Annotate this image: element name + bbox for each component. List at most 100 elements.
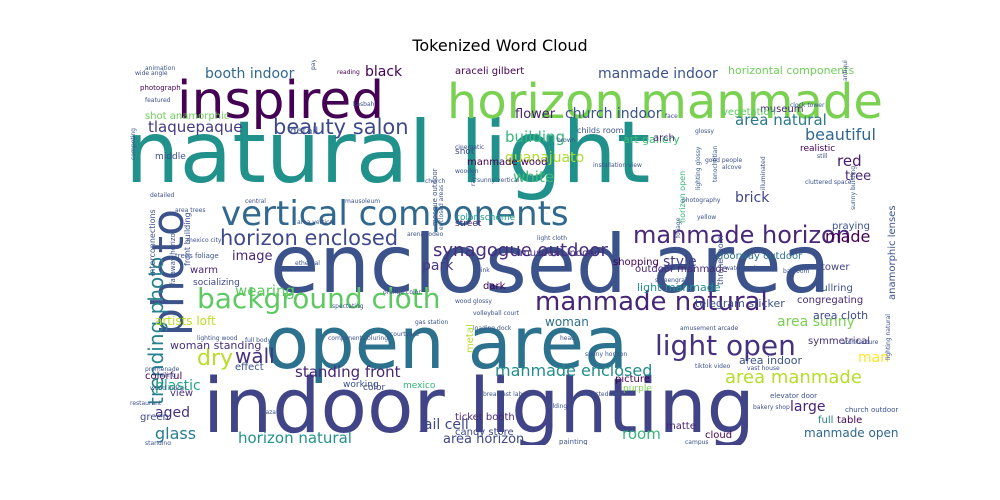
word-white: white	[513, 168, 554, 186]
word-shot-anamorphic: shot anamorphic	[145, 111, 229, 122]
word-gas-station: gas station	[415, 319, 448, 326]
word-horizontal-components: horizontal components	[728, 64, 855, 77]
word-trees-foliage: trees foliage	[175, 252, 219, 260]
word-background-cloth: background cloth	[197, 282, 441, 315]
word-colorful: colorful	[145, 371, 182, 382]
word-sunny-horizon: sunny horizon	[585, 351, 627, 358]
word-ballroom: ballroom	[783, 268, 809, 275]
word-breakfast-lab: breakfast lab	[483, 391, 523, 398]
word-matte: matte	[666, 421, 696, 432]
word-outdoor-manmade: outdoor manmade	[635, 264, 728, 275]
word-amusement-arcade: amusement arcade	[680, 325, 739, 332]
chart-title: Tokenized Word Cloud	[412, 36, 588, 55]
word-kasbah: kasbah	[353, 101, 375, 108]
word-sunny-vertical: sunny vertical	[477, 177, 520, 184]
word-cinematic: cinematic	[455, 144, 484, 151]
word-light-manmade: light manmade	[637, 281, 721, 294]
word-picture: picture	[615, 374, 650, 385]
word-socializing: socializing	[193, 278, 240, 288]
word-restaurant: restaurant	[130, 400, 162, 407]
word-water-park: water park	[725, 265, 758, 272]
word-middle: middle	[155, 152, 186, 162]
word-bakery-shop: bakery shop	[753, 404, 790, 411]
word-sunny-building: sunny building	[850, 166, 857, 210]
word-full: full	[818, 415, 833, 426]
word-clock-tower: clock tower	[790, 102, 825, 109]
word-detailed: detailed	[150, 192, 175, 199]
word-museum-indoor: museum indoor	[520, 248, 599, 259]
word-green: green	[140, 412, 169, 423]
word-tlaquepaque: tlaquepaque	[148, 118, 242, 136]
word-detail: detail	[290, 126, 318, 137]
word-trending-photo: trending photo	[144, 257, 168, 405]
word-tower: tower	[821, 262, 850, 273]
word-praying: praying	[832, 221, 870, 232]
word-spectating: spectating	[332, 303, 364, 310]
word-manmade-enclosed: manmade enclosed	[495, 361, 652, 380]
word-manmade-open: manmade open	[804, 426, 898, 440]
word-arch: arch	[653, 133, 675, 144]
word-synagogue-outdoor: synagogue outdoor	[433, 240, 608, 261]
word-woman-standing: woman standing	[170, 339, 261, 352]
word-holding: holding	[545, 403, 567, 410]
word-photo: photo	[143, 209, 194, 336]
word-wearing: wearing	[235, 282, 295, 300]
word-style: style	[663, 254, 697, 270]
word-mosque-outdoor: mosque outdoor	[431, 168, 439, 226]
word-wood-glossy: wood glossy	[455, 298, 492, 305]
word-competing: competing	[130, 128, 137, 160]
word-shot: shot	[455, 147, 475, 157]
word-pink: pink	[477, 267, 490, 274]
word-tiktok-video: tiktok video	[695, 363, 731, 370]
word-antiquity: antiquity	[842, 60, 849, 81]
word-room: room	[622, 425, 661, 443]
word-brick: brick	[735, 190, 770, 206]
word-tenochtitlan: tenochtitlan	[712, 146, 719, 182]
word-good-people: good people	[705, 157, 743, 164]
word-featured: featured	[145, 97, 171, 104]
word-light-cloth: light cloth	[537, 235, 567, 242]
word-enclosed-areas: enclosed areas	[438, 185, 445, 230]
word-glass: glass	[155, 424, 196, 443]
word-components-bluring: components bluring	[328, 335, 388, 342]
word-manmade-indoor: manmade indoor	[598, 66, 718, 82]
word-telegram-sticker: telegram sticker	[695, 297, 785, 310]
word-central: central	[245, 198, 266, 205]
word-loading-dock: loading dock	[473, 325, 512, 332]
word-doorway-outdoor: doorway outdoor	[717, 251, 803, 262]
word-mausoleum: mausoleum	[345, 198, 380, 205]
word-art-gallery: art gallery	[623, 133, 680, 146]
word-area-trees: area trees	[175, 207, 205, 214]
word-vegetation: vegetation	[722, 107, 776, 118]
word-aged: aged	[155, 405, 190, 421]
word-brown: brown	[557, 137, 576, 144]
word-booth-indoor: booth indoor	[205, 66, 295, 82]
word-childs-room: childs room	[577, 126, 624, 135]
word-alcove: alcove	[722, 164, 742, 171]
word-standing-front: standing front	[295, 363, 401, 381]
word-still: still	[817, 153, 828, 160]
word-color: color	[363, 383, 385, 393]
word-made: made	[825, 227, 870, 246]
word-plaza: plaza	[260, 409, 276, 416]
word-view: view	[170, 388, 193, 399]
word-bullring: bullring	[815, 283, 853, 294]
word-church: church	[425, 178, 446, 185]
word-installation-view: installation view	[593, 162, 642, 169]
word-effect: effect	[235, 362, 264, 373]
word-lighting-glossy: lighting glossy	[695, 146, 702, 190]
word-warm: warm	[190, 265, 218, 276]
word-black: black	[365, 64, 403, 80]
word-illuminated: illuminated	[760, 156, 767, 190]
word-foliage: foliage	[675, 217, 682, 238]
word-plastic: plastic	[155, 378, 201, 394]
word-light-open: light open	[655, 329, 796, 362]
word-street: street	[455, 219, 482, 229]
word-volleyball-court: volleyball court	[473, 310, 520, 317]
word-photograph: photograph	[140, 84, 181, 92]
word-glossy: glossy	[695, 128, 714, 135]
word-realistic: realistic	[800, 144, 835, 154]
word-arena-rodeo: arena rodeo	[407, 231, 444, 238]
word-connectedness: connectedness	[577, 391, 622, 398]
